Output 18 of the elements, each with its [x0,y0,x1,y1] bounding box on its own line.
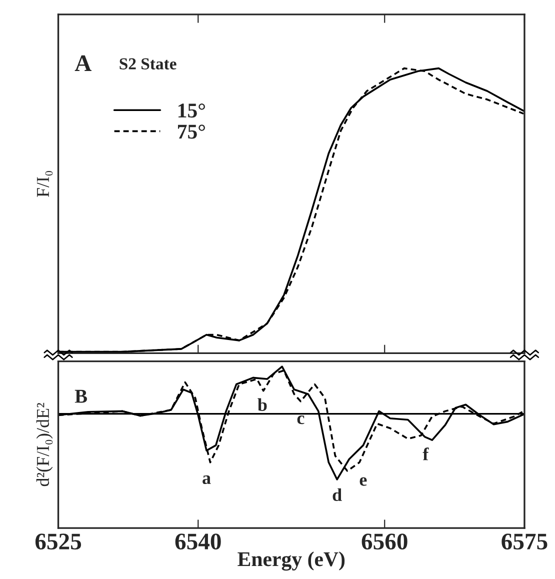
annotation: e [360,477,367,486]
y-axis-title: F/I₀ [36,171,53,197]
annotation: A [74,55,92,71]
annotation: a [202,475,211,484]
annotation: f [422,447,429,460]
x-tick-label: 6575 [502,534,548,550]
x-tick-label: 6540 [175,534,221,550]
annotation: b [258,398,267,412]
y-axis-title: d²(F/I₀)/dE² [36,402,53,486]
annotation: S2 State [120,58,176,70]
annotation: c [297,415,304,424]
legend-label: 75° [178,124,205,139]
x-axis-title: Energy (eV) [238,552,345,571]
x-tick-label: 6525 [35,534,82,550]
text: d [332,488,342,502]
annotation: B [74,390,88,403]
x-tick-label: 6560 [362,534,408,550]
legend-label: 15° [178,104,205,118]
